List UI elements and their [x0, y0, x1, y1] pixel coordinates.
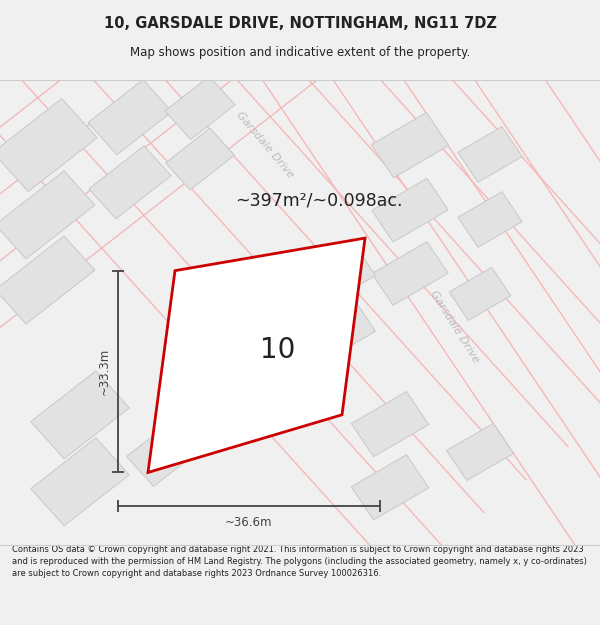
Polygon shape	[0, 171, 95, 259]
Polygon shape	[352, 391, 428, 457]
Polygon shape	[88, 79, 172, 155]
Polygon shape	[458, 127, 522, 182]
Polygon shape	[371, 112, 449, 178]
Polygon shape	[0, 99, 97, 192]
Text: ~33.3m: ~33.3m	[97, 348, 110, 395]
Polygon shape	[372, 242, 448, 305]
Text: ~36.6m: ~36.6m	[225, 516, 273, 529]
Polygon shape	[165, 76, 235, 139]
Polygon shape	[352, 455, 428, 520]
Polygon shape	[446, 424, 514, 481]
Polygon shape	[449, 268, 511, 321]
Polygon shape	[304, 246, 376, 305]
Text: 10: 10	[260, 336, 296, 364]
Text: Contains OS data © Crown copyright and database right 2021. This information is : Contains OS data © Crown copyright and d…	[12, 545, 587, 578]
Polygon shape	[0, 236, 95, 324]
Polygon shape	[89, 146, 171, 219]
Polygon shape	[31, 371, 129, 459]
Polygon shape	[166, 128, 235, 190]
Polygon shape	[148, 238, 365, 472]
Text: ~397m²/~0.098ac.: ~397m²/~0.098ac.	[235, 192, 403, 210]
Polygon shape	[31, 438, 129, 526]
Text: Garsdale Drive: Garsdale Drive	[235, 110, 296, 180]
Polygon shape	[458, 192, 522, 248]
Polygon shape	[127, 418, 203, 486]
Text: Garsdale Drive: Garsdale Drive	[429, 289, 481, 364]
Polygon shape	[372, 178, 448, 242]
Polygon shape	[304, 301, 376, 361]
Text: Map shows position and indicative extent of the property.: Map shows position and indicative extent…	[130, 46, 470, 59]
Text: 10, GARSDALE DRIVE, NOTTINGHAM, NG11 7DZ: 10, GARSDALE DRIVE, NOTTINGHAM, NG11 7DZ	[104, 16, 496, 31]
